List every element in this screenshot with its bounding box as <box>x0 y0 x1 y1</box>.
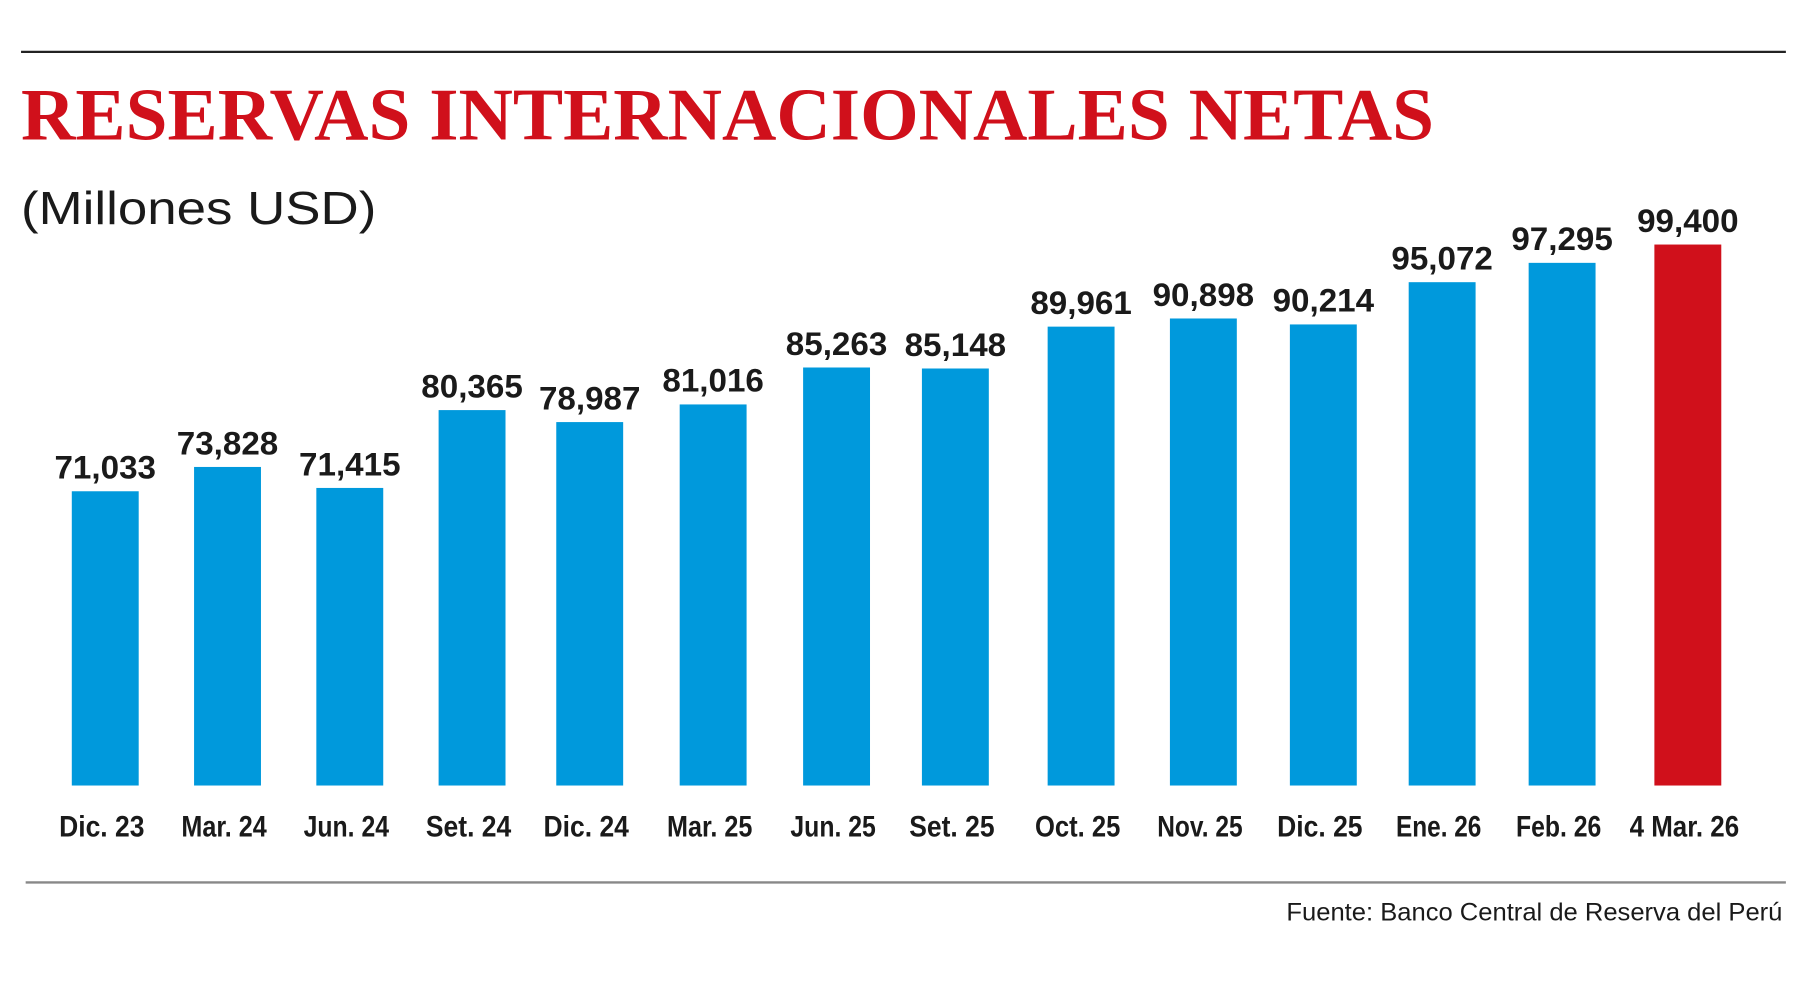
bar-5 <box>679 404 747 786</box>
chart-subtitle: (Millones USD) <box>21 182 376 234</box>
bar-11 <box>1408 282 1476 786</box>
category-label: Dic. 25 <box>1277 810 1362 843</box>
category-label: Oct. 25 <box>1035 810 1120 843</box>
category-label: Set. 24 <box>426 810 512 843</box>
value-label: 73,828 <box>177 425 279 461</box>
value-label: 90,898 <box>1153 277 1255 313</box>
value-label: 71,415 <box>299 446 401 482</box>
category-label: Dic. 24 <box>544 810 630 843</box>
value-label: 99,400 <box>1637 203 1739 239</box>
category-label: Ene. 26 <box>1396 810 1481 843</box>
value-label: 95,072 <box>1391 240 1493 276</box>
category-label: Mar. 24 <box>181 810 267 843</box>
bar-4 <box>556 422 624 786</box>
category-label: Dic. 23 <box>59 810 144 843</box>
category-label: 4 Mar. 26 <box>1630 810 1740 843</box>
value-label: 90,214 <box>1273 283 1375 319</box>
bar-9 <box>1169 318 1237 786</box>
bar-6 <box>803 367 871 786</box>
value-label: 78,987 <box>539 380 641 416</box>
value-label: 81,016 <box>662 363 764 399</box>
category-label: Set. 25 <box>909 810 994 843</box>
value-label: 97,295 <box>1511 221 1613 257</box>
value-label: 85,263 <box>786 326 888 362</box>
category-label: Mar. 25 <box>667 810 752 843</box>
value-label: 85,148 <box>905 327 1007 363</box>
bar-0 <box>71 491 139 786</box>
bar-3 <box>438 410 506 786</box>
bar-12 <box>1528 262 1596 786</box>
source-note: Fuente: Banco Central de Reserva del Per… <box>1286 898 1782 926</box>
value-label: 71,033 <box>54 450 156 486</box>
category-label: Jun. 25 <box>790 810 875 843</box>
bar-7 <box>921 368 989 786</box>
bar-8 <box>1047 326 1115 786</box>
bar-10 <box>1289 324 1357 786</box>
category-label: Jun. 24 <box>304 810 390 843</box>
bar-13 <box>1654 244 1722 786</box>
value-label: 89,961 <box>1030 285 1132 321</box>
category-label: Nov. 25 <box>1157 810 1242 843</box>
bars-group: 71,033 Dic. 23 73,828 Mar. 24 71,415 Jun. 24 8… <box>54 203 1739 843</box>
category-label: Feb. 26 <box>1516 810 1601 843</box>
bar-2 <box>316 487 384 786</box>
value-label: 80,365 <box>421 368 523 404</box>
bar-1 <box>194 466 261 786</box>
chart-title: RESERVAS INTERNACIONALES NETAS <box>21 74 1434 156</box>
